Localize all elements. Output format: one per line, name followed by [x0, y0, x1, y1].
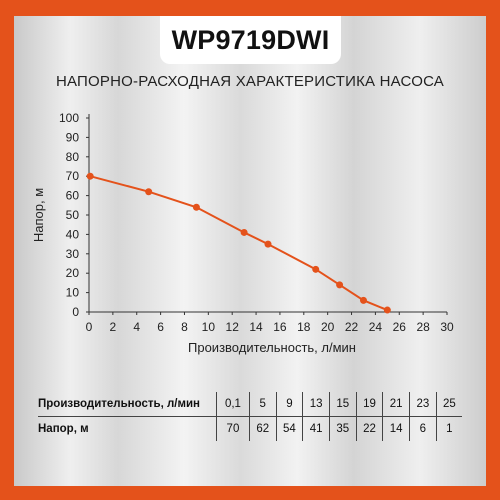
table-cell: 0,1 [216, 392, 250, 417]
table-cell: 1 [435, 416, 462, 441]
table-cell: 70 [216, 416, 250, 441]
table-cell: 35 [328, 416, 357, 441]
x-tick-label: 10 [202, 320, 216, 334]
table-row-label: Напор, м [38, 423, 89, 435]
chart-title: НАПОРНО-РАСХОДНАЯ ХАРАКТЕРИСТИКА НАСОСА [55, 73, 444, 90]
y-tick-label: 70 [66, 169, 80, 183]
model-title: WP9719DWI [171, 24, 330, 55]
table-cell: 41 [302, 416, 330, 441]
x-tick-label: 12 [226, 320, 240, 334]
x-tick-label: 2 [110, 320, 117, 334]
table-cell: 19 [355, 392, 383, 417]
x-tick-label: 4 [133, 320, 140, 334]
table-cell: 25 [435, 392, 462, 417]
x-tick-label: 26 [393, 320, 407, 334]
x-tick-label: 6 [157, 320, 164, 334]
performance-table: Производительность, л/мин 0,1 5 9 13 15 … [38, 392, 462, 441]
model-title-tab: WP9719DWI [160, 16, 341, 64]
table-row-flow: Производительность, л/мин 0,1 5 9 13 15 … [38, 392, 462, 417]
data-point [145, 188, 153, 196]
data-point [264, 240, 272, 248]
table-cell: 62 [248, 416, 277, 441]
x-tick-label: 20 [321, 320, 335, 334]
table-cell: 6 [409, 416, 437, 441]
x-tick-label: 18 [297, 320, 311, 334]
y-tick-label: 90 [66, 130, 80, 144]
data-point [312, 265, 320, 273]
table-cell: 9 [275, 392, 303, 417]
chart-axes [88, 114, 447, 313]
table-row-label: Производительность, л/мин [38, 392, 217, 417]
table-cell: 15 [328, 392, 357, 417]
y-tick-label: 80 [66, 150, 80, 164]
y-tick-label: 100 [59, 111, 79, 125]
table-cell: 54 [275, 416, 303, 441]
x-tick-label: 14 [249, 320, 263, 334]
series-line [89, 175, 388, 311]
x-axis-label: Производительность, л/мин [188, 340, 356, 355]
data-point [359, 296, 367, 304]
y-tick-label: 60 [66, 189, 80, 203]
table-cell: 21 [382, 392, 410, 417]
data-point [383, 306, 391, 314]
y-tick-label: 10 [66, 286, 80, 300]
x-tick-label: 28 [416, 320, 430, 334]
y-tick-label: 50 [66, 208, 80, 222]
table-cell: 13 [302, 392, 330, 417]
y-tick-label: 20 [66, 266, 80, 280]
x-tick-label: 30 [440, 320, 454, 334]
data-point [192, 203, 200, 211]
data-point [240, 228, 248, 236]
y-tick-label: 30 [66, 247, 80, 261]
data-point [336, 281, 344, 289]
table-cell: 14 [382, 416, 410, 441]
x-tick-label: 22 [345, 320, 359, 334]
table-row-head: Напор, м 70 62 54 41 35 22 14 6 1 [38, 416, 462, 441]
x-tick-label: 16 [273, 320, 287, 334]
x-tick-label: 24 [369, 320, 383, 334]
table-cell: 23 [409, 392, 437, 417]
x-tick-label: 8 [181, 320, 188, 334]
data-point [86, 172, 94, 180]
table-cell: 5 [248, 392, 277, 417]
table-cell: 22 [355, 416, 383, 441]
y-tick-label: 0 [72, 305, 79, 319]
chart-series [86, 172, 391, 314]
x-tick-label: 0 [86, 320, 93, 334]
y-axis-label: Напор, м [31, 188, 46, 242]
y-tick-label: 40 [66, 227, 80, 241]
